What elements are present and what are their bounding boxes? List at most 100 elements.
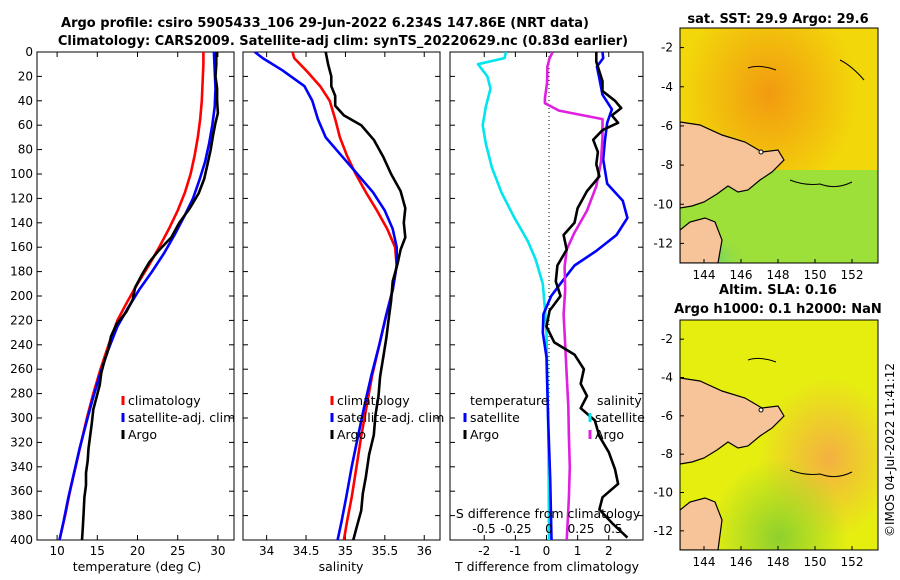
map-y-tick-label: -8 [661,158,673,172]
s-diff-tick-labels: -0.5 -0.25 0 0.25 0.5 [472,522,622,536]
sst-island [747,65,777,71]
map-y-tick-label: -6 [661,119,673,133]
map-y-tick-label: -4 [661,80,673,94]
depth-tick-label: 20 [18,69,33,83]
argo-location-marker-sla [758,407,764,413]
map-x-tick-label: 150 [804,555,827,569]
temperature-series [58,52,220,540]
depth-tick-label: 340 [10,460,33,474]
map-x-tick-label: 144 [693,555,716,569]
x-tick-label: 30 [210,544,225,558]
x-tick-label: 2 [605,544,613,558]
depth-tick-label: 220 [10,313,33,327]
sst-map-image [680,28,878,263]
sst-map-ticks: -2 -4 -6 -8 -10 -12 144 146 148 150 152 [653,41,863,282]
depth-tick-label: 260 [10,362,33,376]
depth-tick-label: 200 [10,289,33,303]
temperature-x-ticks: 10 15 20 25 30 [37,51,234,558]
map-y-tick-label: -4 [661,371,673,385]
map-y-tick-label: -10 [653,486,673,500]
imos-watermark: ©IMOS 04-Jul-2022 11:41:12 [883,363,897,537]
sst-island-ne [839,59,865,81]
sla-map-ticks: -2 -4 -6 -8 -10 -12 144 146 148 150 152 [653,332,863,569]
sst-map-title: sat. SST: 29.9 Argo: 29.6 [687,12,868,27]
map-x-tick-label: 146 [730,555,753,569]
legend-label-climatology: climatology [337,393,410,408]
s-tick-label: -0.5 [472,522,495,536]
depth-tick-label: 60 [18,118,33,132]
sst-map: sat. SST: 29.9 Argo: 29.6 -2 -4 -6 -8 -10 -12… [653,12,879,282]
difference-xlabel: T difference from climatology [454,559,640,574]
x-tick-label: 0 [543,544,551,558]
s-tick-label: -0.25 [500,522,531,536]
series-line-satellite-adj-clim [254,52,399,540]
legend-label-satellite: satellite-adj. clim [128,410,235,425]
x-tick-label: 35.5 [371,544,398,558]
series-line-argo [324,52,407,540]
depth-axis-labels: 0 20 40 60 80 100 120 140 160 180 200 220 240 260 280 3… [10,45,33,547]
legend-label-satellite: satellite-adj. clim [337,410,444,425]
depth-tick-label: 180 [10,265,33,279]
map-y-tick-label: -2 [661,332,673,346]
map-x-tick-label: 152 [841,555,864,569]
map-y-tick-label: -10 [653,197,673,211]
series-line-s-argo [545,52,629,539]
map-x-tick-label: 148 [767,555,790,569]
sst-island-chain [789,179,853,188]
depth-tick-label: 240 [10,338,33,352]
legend-title-salinity: salinity [597,393,642,408]
x-tick-label: 20 [130,544,145,558]
depth-tick-label: 400 [10,533,33,547]
legend-label-s-argo: Argo [595,427,624,442]
x-tick-label: 36 [417,544,432,558]
series-line-argo [80,52,220,540]
legend-label-t-satellite: satellite [470,410,520,425]
legend-label-argo: Argo [337,427,366,442]
map-x-tick-label: 148 [767,268,790,282]
legend-title-temperature: temperature [470,393,549,408]
depth-tick-label: 160 [10,240,33,254]
depth-tick-label: 0 [25,45,33,59]
x-tick-label: 1 [574,544,582,558]
map-x-tick-label: 144 [693,268,716,282]
difference-legend: temperature salinity satellite Argo sate… [463,393,645,442]
map-y-tick-label: -12 [653,524,673,538]
difference-top-xlabel: S difference from climatology [456,506,641,521]
sst-map-frame [679,27,879,264]
title-line2: Climatology: CARS2009. Satellite-adj cli… [58,34,628,49]
salinity-x-ticks: 34 34.5 35 35.5 36 [243,51,440,558]
legend-label-t-argo: Argo [470,427,499,442]
temperature-legend: climatology satellite-adj. clim Argo [121,393,235,442]
sla-land-australia [680,497,723,550]
map-y-tick-label: -6 [661,409,673,423]
map-y-tick-label: -2 [661,41,673,55]
salinity-xlabel: salinity [319,559,364,574]
depth-tick-label: 300 [10,411,33,425]
difference-x-ticks: -2 -1 0 1 2 [450,51,643,558]
map-x-tick-label: 152 [841,268,864,282]
series-line-satellite-adj-clim [58,52,217,540]
x-tick-label: 35 [338,544,353,558]
sst-land-australia [680,217,723,263]
sla-map-title-1: Altim. SLA: 0.16 [719,283,837,298]
depth-tick-label: 120 [10,191,33,205]
temperature-xlabel: temperature (deg C) [73,559,202,574]
depth-tick-label: 320 [10,435,33,449]
map-x-tick-label: 150 [804,268,827,282]
temperature-panel: 0 20 40 60 80 100 120 140 160 180 200 220 240 260 280 3… [10,45,235,574]
depth-tick-label: 280 [10,387,33,401]
legend-label-climatology: climatology [128,393,201,408]
salinity-axes-frame [242,51,441,541]
x-tick-label: 34 [259,544,274,558]
x-tick-label: 34.5 [293,544,320,558]
s-tick-label: 0.5 [603,522,622,536]
sst-land-png [680,121,785,209]
x-tick-label: -1 [509,544,521,558]
series-line-climatology [291,52,399,540]
sla-map: Altim. SLA: 0.16 Argo h1000: 0.1 h2000: … [653,283,881,569]
depth-tick-label: 140 [10,216,33,230]
argo-location-marker [758,149,764,155]
sla-island [747,357,777,363]
sla-map-frame [679,319,879,551]
